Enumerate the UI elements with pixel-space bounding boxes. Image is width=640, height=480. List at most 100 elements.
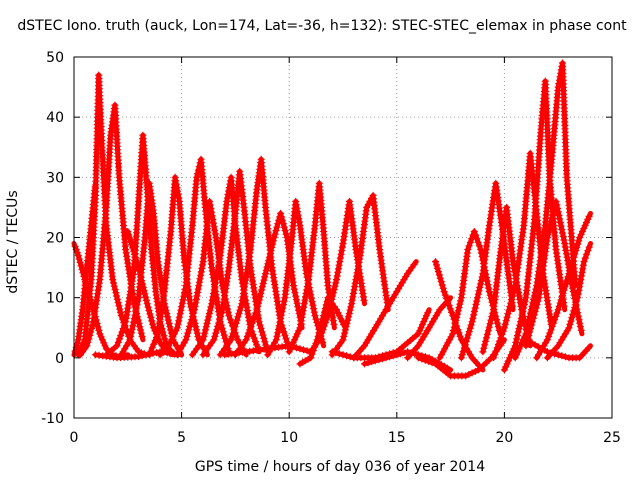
data-point [494, 323, 502, 331]
data-point [114, 299, 122, 307]
data-point [493, 319, 501, 327]
data-point [275, 322, 283, 330]
data-point [130, 247, 138, 255]
data-point [559, 289, 567, 297]
data-point [544, 230, 552, 238]
data-point [146, 310, 154, 318]
data-point [446, 336, 453, 344]
data-point [563, 276, 571, 284]
data-point [165, 319, 173, 327]
data-point [169, 333, 177, 341]
data-point [563, 253, 571, 261]
data-point [290, 282, 297, 290]
data-point [389, 352, 397, 360]
data-point [465, 328, 473, 336]
data-point [196, 275, 204, 283]
data-point [234, 336, 242, 344]
data-point [340, 333, 348, 340]
data-point [418, 352, 426, 360]
data-point [420, 318, 428, 326]
data-point [576, 234, 584, 241]
data-point [174, 350, 182, 358]
data-point [116, 305, 124, 313]
data-point [133, 257, 141, 265]
y-tick-label: 30 [46, 170, 64, 186]
data-point [132, 308, 140, 316]
data-point [334, 309, 342, 317]
data-point [577, 276, 585, 284]
data-point [444, 298, 452, 306]
data-point [503, 360, 511, 368]
data-point [280, 223, 288, 231]
data-point [151, 337, 159, 345]
data-point [520, 301, 528, 308]
axes: 0 5 10 15 20 25 -10 0 10 20 30 40 50 [41, 50, 621, 446]
data-point [440, 288, 448, 296]
data-point [319, 326, 327, 333]
data-point [143, 300, 151, 308]
data-point [547, 349, 555, 357]
data-point [144, 303, 152, 311]
data-point [258, 328, 266, 336]
x-tick-label: 20 [495, 430, 513, 446]
data-point [335, 350, 343, 358]
data-point [522, 342, 530, 350]
data-point [136, 323, 144, 331]
data-point [491, 351, 499, 358]
data-point [577, 231, 585, 238]
data-point [457, 354, 465, 362]
data-point [500, 324, 508, 332]
data-point [205, 310, 213, 317]
data-point [320, 322, 328, 330]
data-point [329, 292, 337, 300]
data-point [468, 318, 476, 326]
data-point [439, 284, 447, 292]
data-point [337, 315, 345, 323]
y-tick-label: 40 [46, 110, 64, 126]
data-point [557, 222, 565, 230]
data-point [552, 197, 560, 205]
data-point [346, 306, 354, 314]
data-point [336, 254, 344, 262]
series-markers-7 [124, 228, 174, 357]
data-point [75, 255, 83, 263]
data-point [527, 325, 534, 333]
data-point [548, 322, 556, 330]
data-point [474, 238, 482, 246]
data-point [130, 318, 137, 326]
data-point [167, 326, 175, 334]
x-tick-label: 15 [388, 430, 406, 446]
data-point [87, 328, 95, 336]
data-point [580, 258, 588, 266]
data-point [253, 306, 261, 314]
data-point [210, 336, 218, 344]
data-point [339, 336, 347, 344]
data-point [438, 351, 445, 359]
data-point [364, 200, 372, 208]
data-point [414, 351, 422, 359]
data-point [166, 339, 174, 347]
data-point [371, 357, 379, 365]
data-point [168, 336, 176, 344]
data-point [559, 229, 566, 237]
data-point [550, 207, 558, 215]
data-point [486, 291, 494, 299]
data-point [110, 279, 117, 287]
data-point [546, 329, 554, 337]
data-point [561, 353, 569, 361]
data-point [74, 252, 82, 259]
series-markers-33 [543, 243, 593, 362]
data-point [500, 366, 508, 374]
data-point [226, 315, 234, 323]
data-point [249, 316, 257, 324]
data-point [433, 261, 440, 269]
data-point [513, 335, 521, 343]
data-point [303, 283, 311, 290]
data-point [224, 305, 231, 313]
data-point [135, 319, 143, 327]
data-point [475, 287, 483, 295]
data-point [525, 332, 533, 339]
data-point [186, 300, 194, 308]
y-tick-label: 50 [46, 50, 64, 66]
data-point [451, 320, 459, 328]
